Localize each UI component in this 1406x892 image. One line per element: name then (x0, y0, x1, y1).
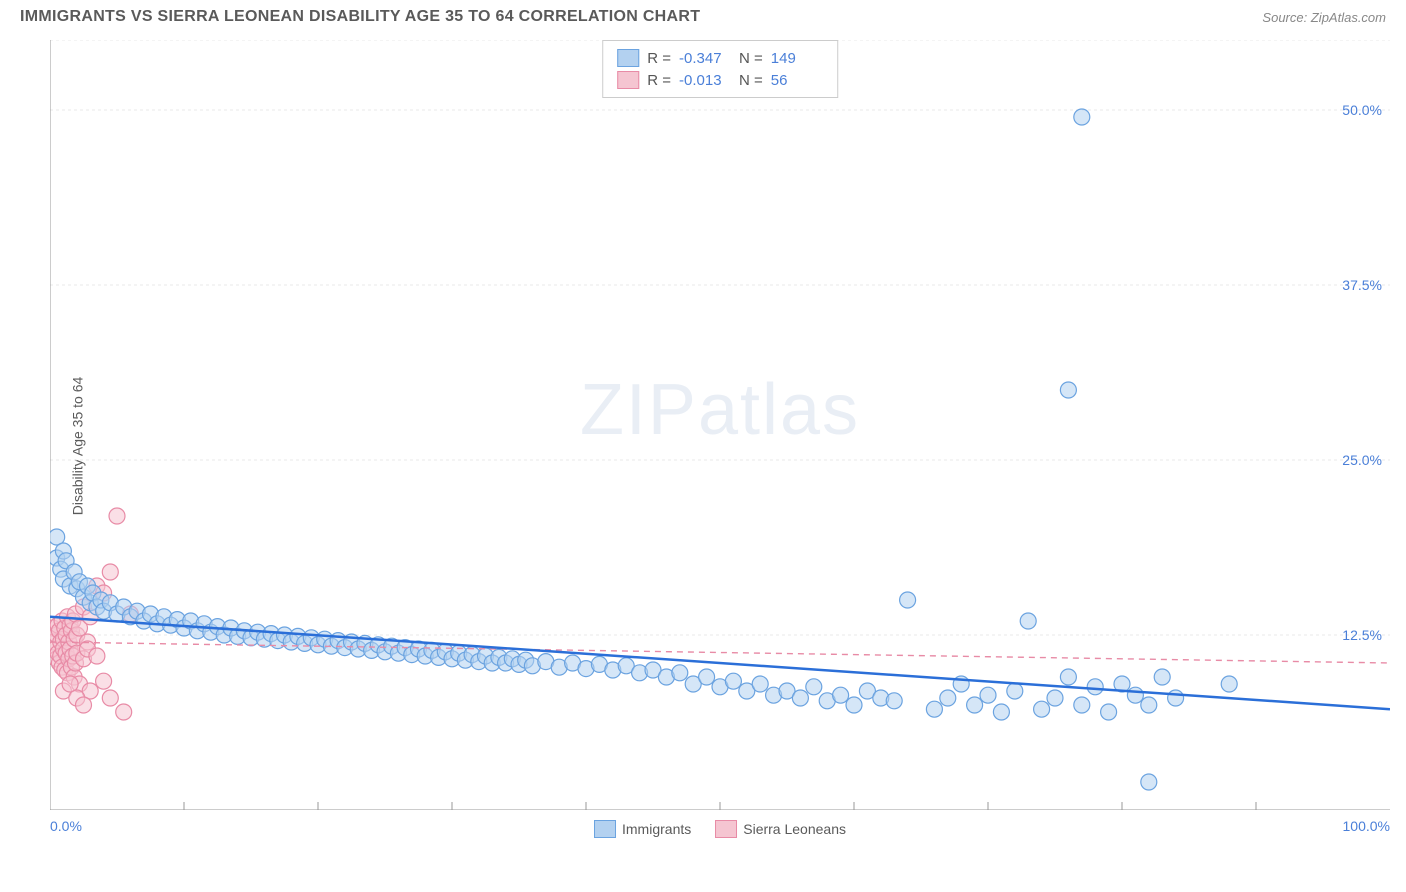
legend-item-immigrants: Immigrants (594, 820, 691, 838)
y-tick-label: 12.5% (1342, 627, 1382, 643)
n-label: N = (739, 72, 763, 89)
y-tick-label: 50.0% (1342, 102, 1382, 118)
swatch-immigrants (617, 49, 639, 67)
chart-area: ZIPatlas R = -0.347 N = 149 R = -0.013 N… (50, 40, 1390, 810)
correlation-legend: R = -0.347 N = 149 R = -0.013 N = 56 (602, 40, 838, 98)
swatch-sierra-leoneans (617, 71, 639, 89)
y-tick-label: 25.0% (1342, 452, 1382, 468)
chart-title: IMMIGRANTS VS SIERRA LEONEAN DISABILITY … (20, 8, 700, 26)
r-label: R = (647, 50, 671, 67)
source-name: ZipAtlas.com (1311, 10, 1386, 25)
legend-row-sierra: R = -0.013 N = 56 (617, 69, 823, 91)
source-label: Source: (1262, 10, 1307, 25)
series-legend: Immigrants Sierra Leoneans (594, 820, 846, 838)
r-label: R = (647, 72, 671, 89)
y-tick-label: 37.5% (1342, 277, 1382, 293)
source-attribution: Source: ZipAtlas.com (1262, 10, 1386, 25)
r-value-immigrants: -0.347 (679, 50, 731, 67)
n-value-sierra: 56 (771, 72, 823, 89)
legend-row-immigrants: R = -0.347 N = 149 (617, 47, 823, 69)
swatch-immigrants (594, 820, 616, 838)
legend-item-sierra: Sierra Leoneans (715, 820, 846, 838)
scatter-plot (50, 40, 1390, 810)
r-value-sierra: -0.013 (679, 72, 731, 89)
n-label: N = (739, 50, 763, 67)
chart-header: IMMIGRANTS VS SIERRA LEONEAN DISABILITY … (0, 0, 1406, 30)
x-tick-left: 0.0% (50, 818, 82, 834)
swatch-sierra-leoneans (715, 820, 737, 838)
legend-label-immigrants: Immigrants (622, 821, 691, 837)
legend-label-sierra: Sierra Leoneans (743, 821, 846, 837)
x-tick-right: 100.0% (1343, 818, 1390, 834)
n-value-immigrants: 149 (771, 50, 823, 67)
